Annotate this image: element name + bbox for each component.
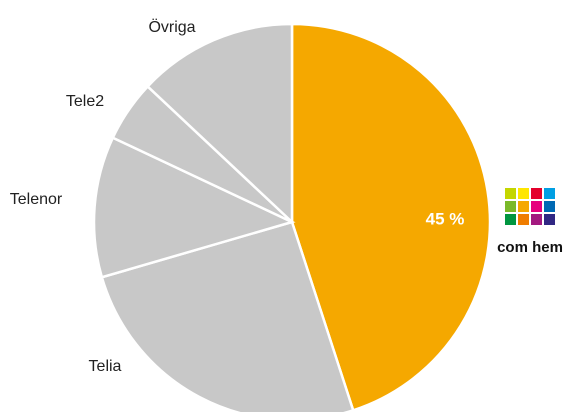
slice-label: Telenor — [10, 191, 63, 208]
logo — [505, 188, 555, 225]
slice-label: Övriga — [148, 18, 195, 36]
slice-label: Tele2 — [66, 93, 104, 110]
pie-slice — [290, 22, 492, 412]
value-label: 45 % — [426, 209, 465, 228]
logo-text: com hem — [497, 239, 563, 256]
pie-slice — [92, 136, 296, 279]
pie-slice — [145, 22, 294, 225]
pie-slice — [100, 220, 355, 412]
slice-label: Telia — [89, 358, 122, 375]
